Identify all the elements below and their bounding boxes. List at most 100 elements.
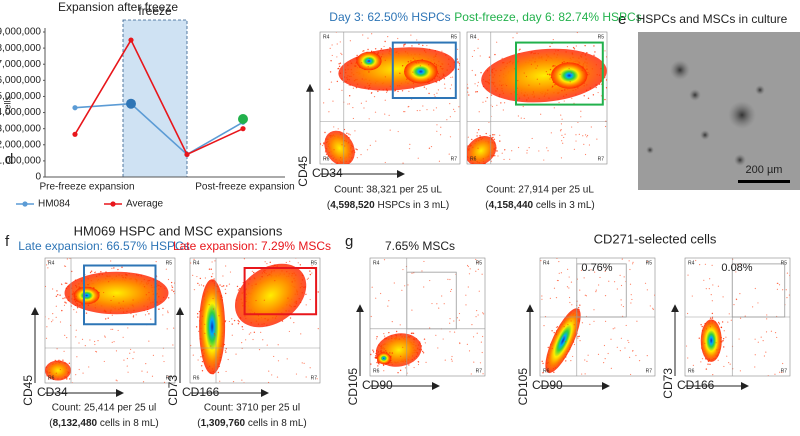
gate-label: R6 — [323, 156, 330, 162]
event-dot — [389, 47, 391, 49]
panel-label: g — [345, 233, 353, 250]
event-dot — [394, 88, 396, 91]
event-dot — [85, 312, 88, 314]
event-dot — [482, 101, 484, 103]
data-point — [72, 105, 78, 111]
event-dot — [144, 314, 147, 316]
event-dot — [471, 55, 474, 58]
event-dot — [373, 95, 376, 98]
series-line — [74, 38, 244, 156]
event-dot — [329, 47, 331, 49]
event-dot — [120, 307, 122, 309]
event-dot — [59, 368, 61, 371]
event-dot — [443, 303, 445, 305]
event-dot — [545, 71, 548, 73]
event-dot — [493, 138, 496, 140]
event-dot — [132, 357, 134, 360]
event-dot — [102, 291, 105, 294]
count-caption: Count: 25,414 per 25 ul — [52, 403, 157, 414]
event-dot — [383, 45, 385, 48]
event-dot — [478, 111, 480, 113]
event-dot — [547, 346, 549, 349]
event-dot — [492, 72, 494, 74]
event-dot — [429, 327, 431, 329]
event-dot — [62, 297, 64, 300]
event-dot — [555, 50, 557, 52]
event-dot — [474, 165, 475, 166]
caption-part: cells in 3 mL) — [533, 200, 595, 211]
event-dot — [311, 272, 313, 274]
event-dot — [563, 136, 565, 139]
event-dot — [320, 143, 322, 145]
event-dot — [237, 289, 240, 291]
cell-cluster — [689, 89, 701, 101]
event-dot — [477, 81, 479, 83]
event-dot — [317, 328, 319, 330]
event-dot — [458, 319, 460, 321]
event-dot — [575, 93, 577, 95]
event-dot — [520, 117, 522, 119]
event-dot — [418, 43, 420, 45]
event-dot — [425, 361, 427, 363]
event-dot — [600, 95, 603, 97]
event-dot — [164, 287, 166, 289]
event-dot — [89, 339, 91, 341]
event-dot — [442, 76, 444, 78]
event-dot — [518, 52, 520, 55]
event-dot — [112, 328, 114, 330]
event-dot — [78, 368, 80, 371]
event-dot — [331, 44, 333, 46]
caption-part: ( — [49, 418, 53, 429]
event-dot — [367, 60, 369, 63]
event-dot — [71, 382, 74, 383]
event-dot — [418, 62, 420, 64]
event-dot — [237, 319, 239, 322]
scale-bar-label: 200 µm — [746, 164, 783, 176]
event-dot — [609, 59, 610, 60]
event-dot — [383, 333, 385, 335]
event-dot — [198, 320, 201, 322]
event-dot — [263, 299, 265, 301]
event-dot — [531, 137, 533, 140]
event-dot — [581, 54, 583, 56]
panel-title: HSPCs and MSCs in culture — [637, 12, 788, 26]
event-dot — [355, 65, 357, 67]
event-dot — [397, 90, 399, 93]
event-dot — [475, 258, 477, 261]
event-dot — [580, 116, 582, 118]
event-dot — [569, 81, 571, 83]
event-dot — [323, 142, 325, 144]
event-dot — [547, 73, 549, 75]
event-dot — [79, 304, 81, 307]
event-dot — [587, 89, 589, 91]
event-dot — [450, 290, 452, 292]
event-dot — [604, 76, 606, 79]
event-dot — [225, 348, 227, 350]
event-dot — [323, 102, 325, 104]
event-dot — [324, 131, 326, 134]
event-dot — [167, 278, 170, 281]
gate-label: R7 — [451, 156, 458, 162]
event-dot — [76, 356, 78, 358]
event-dot — [71, 293, 74, 295]
event-dot — [579, 62, 581, 64]
event-dot — [344, 145, 346, 147]
event-dot — [173, 327, 175, 329]
event-dot — [354, 130, 356, 132]
event-dot — [457, 68, 460, 71]
event-dot — [552, 38, 554, 41]
event-dot — [416, 39, 418, 41]
event-dot — [423, 260, 425, 263]
event-dot — [440, 65, 442, 68]
plot-title: Day 3: 62.50% HSPCs — [329, 10, 450, 24]
event-dot — [479, 362, 482, 364]
event-dot — [436, 130, 438, 132]
event-dot — [421, 59, 423, 61]
event-dot — [516, 32, 518, 34]
event-dot — [447, 278, 449, 280]
event-dot — [110, 328, 112, 330]
event-dot — [412, 82, 414, 85]
event-dot — [560, 157, 563, 159]
event-dot — [209, 365, 211, 368]
y-axis-label: cells — [2, 96, 12, 115]
